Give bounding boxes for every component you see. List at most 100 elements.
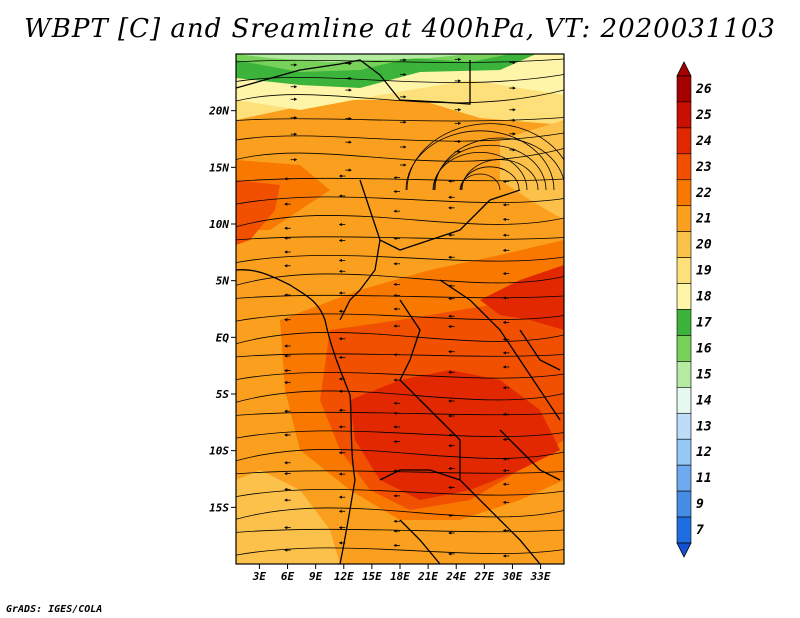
coastline — [379, 469, 461, 481]
streamline — [236, 74, 564, 84]
lat-tick-label: 5S — [216, 388, 230, 401]
lat-tick-label: 10S — [209, 445, 229, 458]
streamline — [236, 215, 564, 228]
colorbar-segment — [676, 257, 692, 284]
colorbar-label: 12 — [696, 445, 712, 460]
colorbar-label: 26 — [695, 82, 712, 97]
colorbar-segment — [676, 438, 692, 466]
streamlines — [236, 57, 564, 558]
colorbar-top-arrow — [676, 61, 692, 77]
colorbar: 26 25 24 23 22 21 20 19 18 17 16 15 14 13 12 11 9 7 — [676, 61, 712, 558]
colorbar-label: 18 — [696, 290, 712, 305]
lon-tick-label: 24E — [445, 570, 466, 583]
field-band-23a — [236, 180, 280, 245]
colorbar-segment — [676, 516, 692, 544]
colorbar-label: 7 — [696, 523, 704, 538]
lon-tick-label: 6E — [281, 570, 295, 583]
colorbar-segment — [676, 464, 692, 492]
colorbar-bottom-arrow — [676, 542, 692, 558]
field-band-15 — [236, 54, 470, 62]
colorbar-label: 11 — [696, 471, 712, 486]
colorbar-label: 16 — [696, 341, 712, 356]
colorbar-label: 14 — [696, 393, 712, 408]
coastline — [359, 179, 521, 251]
lat-tick-label: 10N — [209, 218, 229, 231]
longitude-axis: 3E 6E 9E 12E 15E 18E 21E 24E 27E 30E 33E — [252, 564, 551, 583]
lon-tick-label: 15E — [362, 570, 382, 583]
colorbar-label: 9 — [696, 497, 704, 512]
colorbar-label: 17 — [696, 315, 712, 330]
colorbar-segment — [676, 101, 692, 129]
colorbar-segment — [676, 387, 692, 414]
colorbar-segment — [676, 231, 692, 258]
grads-credit: GrADS: IGES/COLA — [6, 604, 103, 615]
streamline — [236, 177, 564, 182]
coastline — [439, 279, 561, 421]
streamline — [236, 528, 564, 533]
coastline — [339, 239, 381, 321]
streamline — [406, 123, 564, 191]
coastline — [236, 269, 356, 564]
streamline — [236, 449, 564, 462]
lon-tick-label: 30E — [502, 570, 523, 583]
colorbar-label: 25 — [695, 108, 712, 123]
lon-tick-label: 3E — [252, 570, 267, 583]
streamline — [236, 547, 564, 556]
colorbar-segment — [676, 153, 692, 181]
field-band-20b — [236, 470, 340, 564]
latitude-axis: 20N 15N 10N 5N EQ 5S 10S 15S — [208, 105, 236, 514]
streamline — [236, 294, 564, 299]
streamline — [236, 313, 564, 322]
streamline — [236, 430, 564, 439]
streamline — [236, 470, 564, 475]
streamline — [434, 137, 564, 191]
coastline — [399, 519, 441, 564]
colorbar-segment — [676, 412, 692, 440]
coastline — [236, 63, 341, 89]
colorbar-segment — [676, 205, 692, 232]
coastline — [499, 429, 561, 481]
streamline — [236, 236, 564, 241]
lon-tick-label: 18E — [390, 570, 410, 583]
lat-tick-label: 15N — [209, 161, 229, 174]
colorbar-segment — [676, 283, 692, 310]
lat-tick-label: EQ — [216, 331, 230, 344]
colorbar-segment — [676, 361, 692, 388]
streamline — [236, 353, 564, 358]
colorbar-label: 19 — [696, 264, 712, 279]
colorbar-segment — [676, 490, 692, 518]
streamline — [236, 332, 564, 345]
lat-tick-label: 15S — [209, 501, 229, 514]
streamline — [236, 89, 564, 104]
coastline — [339, 59, 471, 105]
colorbar-segment — [676, 309, 692, 336]
lon-tick-label: 33E — [530, 570, 551, 583]
streamline — [236, 390, 564, 403]
map-title: WBPT [C] and Sreamline at 400hPa, VT: 20… — [24, 14, 776, 44]
lon-tick-label: 21E — [417, 570, 438, 583]
colorbar-segment — [676, 75, 692, 103]
field-band-20 — [500, 120, 564, 220]
colorbar-segment — [676, 127, 692, 155]
colorbar-segment — [676, 335, 692, 362]
colorbar-label: 23 — [695, 160, 712, 175]
streamline — [236, 488, 564, 497]
streamline — [236, 196, 564, 205]
streamline — [236, 254, 564, 263]
streamline — [236, 148, 564, 162]
colorbar-label: 21 — [695, 212, 712, 227]
colorbar-label: 13 — [696, 419, 712, 434]
streamline — [236, 273, 564, 286]
colorbar-label: 24 — [695, 134, 712, 149]
colorbar-label: 22 — [695, 186, 712, 201]
streamline — [236, 507, 564, 520]
lon-tick-label: 9E — [309, 570, 323, 583]
streamline — [461, 159, 539, 191]
lat-tick-label: 5N — [216, 275, 230, 288]
lon-tick-label: 27E — [473, 570, 494, 583]
colorbar-label: 20 — [695, 238, 712, 253]
lat-tick-label: 20N — [208, 105, 229, 118]
coastline — [459, 440, 541, 564]
streamline — [236, 371, 564, 380]
